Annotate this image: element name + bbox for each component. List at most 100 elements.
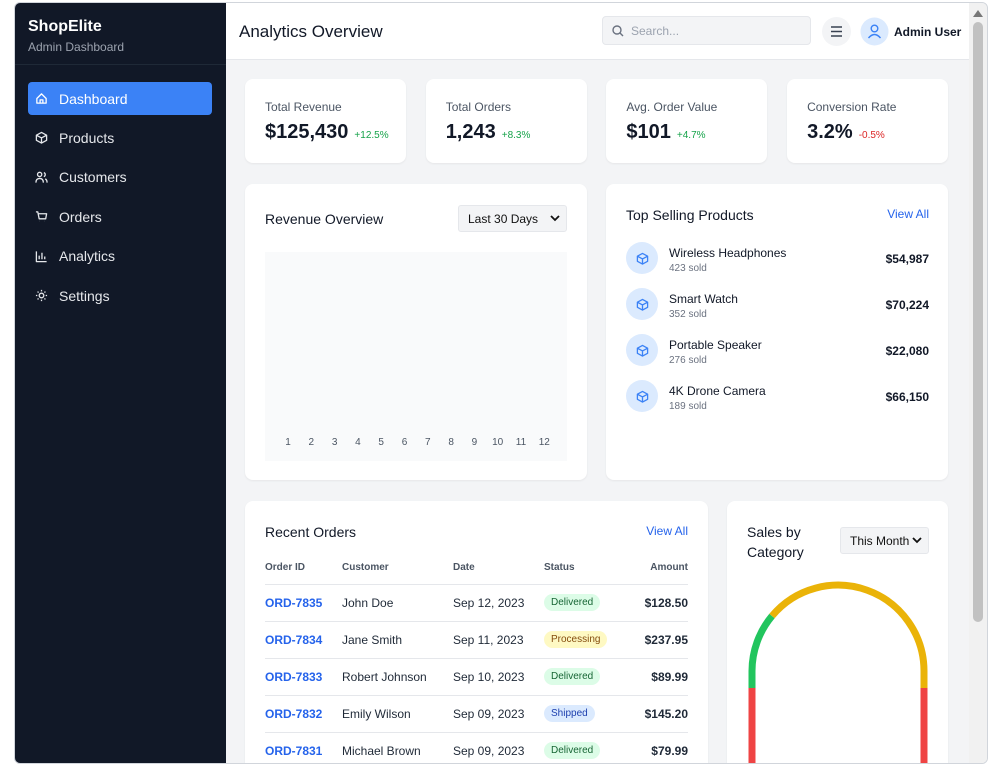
column-header: Order ID <box>265 562 306 573</box>
card-title: Sales by Category <box>747 524 804 560</box>
nav-item[interactable]: Analytics <box>28 240 212 273</box>
icon-svg <box>35 289 48 302</box>
stat-value: $125,430 +12.5% <box>265 121 389 144</box>
order-id[interactable]: ORD-7831 <box>265 744 323 758</box>
order-id[interactable]: ORD-7832 <box>265 707 323 721</box>
header: Analytics Overview Search... Admin User <box>226 3 969 60</box>
icon-svg <box>636 298 648 311</box>
range-select[interactable]: This Month <box>840 527 929 554</box>
card-title: Recent Orders <box>265 524 357 540</box>
ring-segment <box>748 613 775 688</box>
stat-label: Conversion Rate <box>807 100 897 114</box>
customer: Jane Smith <box>342 633 403 647</box>
date: Sep 11, 2023 <box>453 633 524 647</box>
date: Sep 09, 2023 <box>453 744 525 758</box>
ring-segment <box>748 688 928 763</box>
product-icon <box>626 380 658 412</box>
nav-label: Products <box>59 129 115 146</box>
status-badge: Delivered <box>544 742 601 759</box>
recent-orders-card: Recent Orders View All Order ID Customer D… <box>245 501 708 763</box>
stat-change: +12.5% <box>354 130 389 141</box>
divider <box>15 64 226 65</box>
row-divider <box>265 584 688 585</box>
chevron <box>912 537 922 544</box>
icon-svg <box>36 93 47 104</box>
stat-value: 3.2% -0.5% <box>807 121 885 144</box>
icon-svg <box>35 211 48 222</box>
product-sold: 423 sold <box>669 263 707 274</box>
x-label: 3 <box>331 437 338 448</box>
stat-change: -0.5% <box>858 130 885 141</box>
nav-label: Analytics <box>59 248 116 265</box>
column-header: Status <box>544 562 575 573</box>
stat-card: Conversion Rate 3.2% -0.5% <box>787 79 949 163</box>
page-title: Analytics Overview <box>239 22 383 41</box>
nav-item[interactable]: Customers <box>28 161 212 194</box>
scroll-thumb[interactable] <box>973 22 983 622</box>
nav-label: Settings <box>59 287 110 304</box>
product-amount: $70,224 <box>885 298 929 312</box>
product-icon <box>626 288 658 320</box>
product-name: 4K Drone Camera <box>669 384 766 398</box>
x-label: 9 <box>471 437 478 448</box>
product-amount: $66,150 <box>885 390 929 404</box>
status-badge: Shipped <box>544 705 595 722</box>
x-label: 8 <box>448 437 454 448</box>
row-divider <box>265 732 688 733</box>
row-divider <box>265 621 688 622</box>
x-label: 1 <box>285 437 291 448</box>
nav-item[interactable]: Settings <box>28 279 212 312</box>
column-header: Date <box>453 562 475 573</box>
order-id[interactable]: ORD-7835 <box>265 596 323 610</box>
search-placeholder: Search... <box>631 24 680 38</box>
product-sold: 352 sold <box>669 309 707 320</box>
order-id[interactable]: ORD-7833 <box>265 670 323 684</box>
nav-item[interactable]: Products <box>28 121 212 154</box>
icon-svg <box>35 250 47 262</box>
icon-svg <box>35 171 48 183</box>
x-label: 2 <box>308 437 315 448</box>
menu-button[interactable] <box>822 17 851 46</box>
search-icon <box>612 25 624 37</box>
icon-svg <box>636 390 648 403</box>
x-label: 11 <box>515 437 527 448</box>
icon-svg <box>636 344 648 357</box>
category-card: Sales by Category This Month <box>727 501 948 763</box>
stat-number: 3.2% <box>807 121 853 143</box>
order-id[interactable]: ORD-7834 <box>265 633 323 647</box>
date: Sep 12, 2023 <box>453 596 525 610</box>
column-header: Amount <box>650 562 688 573</box>
product-amount: $22,080 <box>885 344 929 358</box>
search-box[interactable]: Search... <box>602 16 811 45</box>
stat-number: $125,430 <box>265 121 349 143</box>
x-label: 5 <box>378 437 384 448</box>
view-all-link[interactable]: View All <box>646 524 688 538</box>
x-label: 4 <box>355 437 361 448</box>
product-icon <box>626 242 658 274</box>
stat-label: Total Orders <box>445 100 512 114</box>
customer: Emily Wilson <box>342 707 411 721</box>
amount: $79.99 <box>651 744 688 758</box>
chart-area: 1 2 3 4 5 6 7 8 9 10 11 12 <box>265 252 567 461</box>
status-badge: Processing <box>544 631 608 648</box>
brand: ShopElite <box>28 18 102 35</box>
view-all-link[interactable]: View All <box>887 207 929 221</box>
range-select[interactable]: Last 30 Days <box>458 205 567 232</box>
scrollbar[interactable] <box>969 3 987 763</box>
nav-label: Orders <box>59 208 102 225</box>
row-divider <box>265 695 688 696</box>
scroll-up <box>973 10 983 17</box>
nav-label: Customers <box>59 169 127 186</box>
product-sold: 276 sold <box>669 355 707 366</box>
amount: $89.99 <box>651 670 688 684</box>
status-badge: Delivered <box>544 668 601 685</box>
menu-icon <box>831 26 842 37</box>
customer: Robert Johnson <box>342 670 427 684</box>
amount: $145.20 <box>644 707 688 721</box>
nav-item[interactable]: Orders <box>28 200 212 233</box>
nav-item[interactable]: Dashboard <box>28 82 212 115</box>
user-menu[interactable]: Admin User <box>860 17 972 46</box>
stat-label: Avg. Order Value <box>626 100 718 114</box>
stat-number: $101 <box>626 121 671 143</box>
main: Analytics Overview Search... Admin User … <box>226 3 969 763</box>
